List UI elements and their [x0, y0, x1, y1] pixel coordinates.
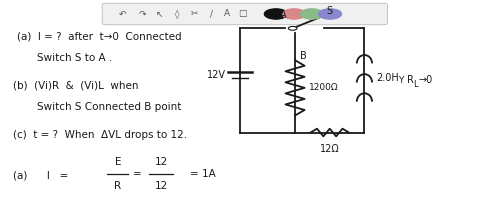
Circle shape — [283, 9, 306, 19]
Text: A: A — [280, 10, 287, 20]
Circle shape — [300, 9, 323, 19]
Text: 1200Ω: 1200Ω — [310, 83, 339, 92]
FancyBboxPatch shape — [102, 3, 387, 25]
Text: R: R — [407, 75, 413, 85]
Text: (a)      I   =: (a) I = — [12, 170, 68, 180]
Text: /: / — [210, 9, 213, 18]
Text: ◊: ◊ — [175, 9, 179, 19]
Text: □: □ — [238, 9, 247, 18]
Text: (c)  t = ?  When  ΔVL drops to 12.: (c) t = ? When ΔVL drops to 12. — [12, 130, 187, 140]
Circle shape — [288, 26, 297, 30]
Text: ↖: ↖ — [156, 9, 163, 18]
Text: (a)  I = ?  after  t→0  Connected: (a) I = ? after t→0 Connected — [17, 32, 182, 42]
Text: B: B — [300, 51, 307, 61]
Text: Y: Y — [398, 76, 403, 85]
Text: = 1A: = 1A — [190, 169, 216, 179]
Text: (b)  (Vi)R  &  (Vi)L  when: (b) (Vi)R & (Vi)L when — [12, 81, 138, 91]
Text: S: S — [326, 6, 332, 16]
Text: 12V: 12V — [207, 70, 226, 80]
Text: 12Ω: 12Ω — [320, 144, 340, 154]
Text: A: A — [224, 9, 229, 18]
Text: ✂: ✂ — [191, 9, 198, 18]
Text: 12: 12 — [155, 181, 168, 191]
Text: R: R — [114, 181, 121, 191]
Circle shape — [264, 9, 288, 19]
Text: Switch S to A .: Switch S to A . — [36, 53, 112, 63]
Text: Switch S Connected B point: Switch S Connected B point — [36, 102, 181, 112]
Text: E: E — [115, 157, 121, 167]
Text: =: = — [133, 169, 142, 179]
Text: ↶: ↶ — [119, 9, 127, 18]
Text: 2.0H: 2.0H — [376, 73, 399, 83]
Text: 12: 12 — [155, 157, 168, 167]
Text: L: L — [413, 80, 418, 89]
Text: →0: →0 — [418, 75, 432, 85]
Circle shape — [319, 9, 341, 19]
Text: ↷: ↷ — [138, 9, 145, 18]
